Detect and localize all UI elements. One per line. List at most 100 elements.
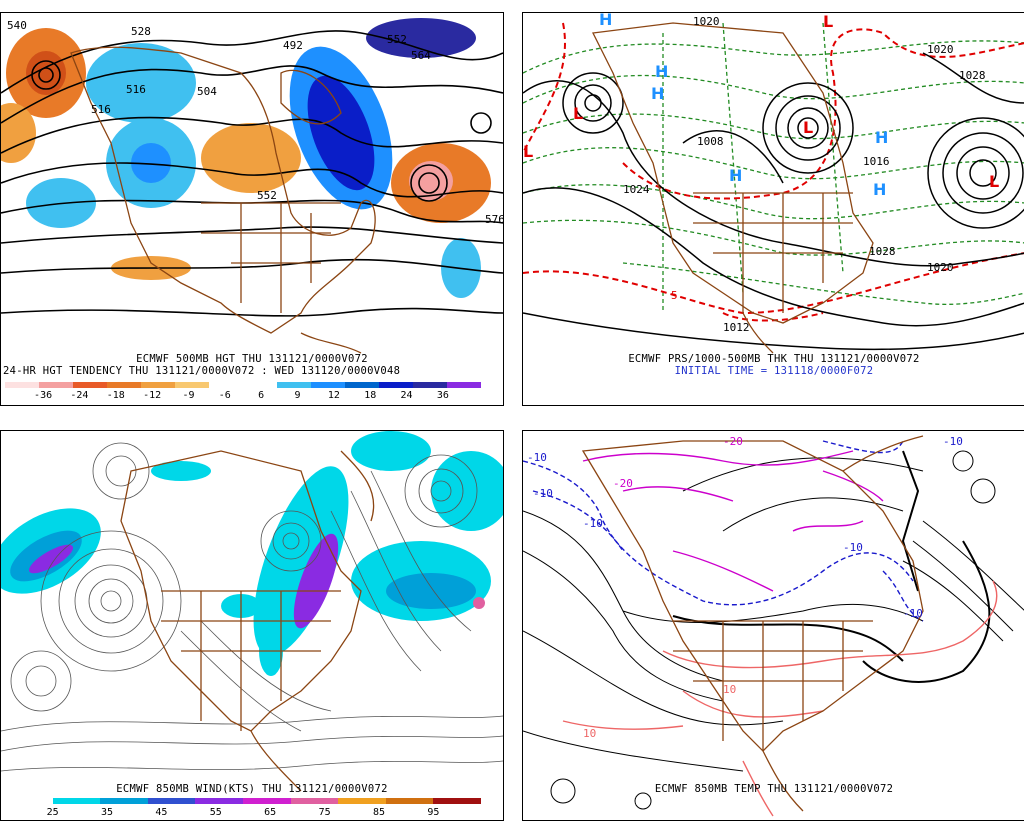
caption-line-1: ECMWF 850MB TEMP THU 131121/0000V072 <box>654 783 894 795</box>
colorbar-tick-label: -18 <box>106 390 125 401</box>
temperature-contour-map: -20 -10 -10 -10 -10 -20 -10 10 10 -10 <box>523 435 1024 817</box>
contour-label: 516 <box>126 83 146 96</box>
colorbar-tick-label: -24 <box>70 390 89 401</box>
isobar-label: 1012 <box>723 321 750 334</box>
colorbar-tick-label: 9 <box>294 390 301 401</box>
contour-label: 504 <box>197 85 217 98</box>
colorbar-swatch <box>277 382 311 388</box>
colorbar-tick-label: 12 <box>327 390 340 401</box>
panel-850mb-wind: ECMWF 850MB WIND(KTS) THU 131121/0000V07… <box>0 430 504 821</box>
colorbar-tick-label: 65 <box>264 807 277 818</box>
colorbar-tick-label: 55 <box>209 807 222 818</box>
wind-streamline-map <box>1 431 503 792</box>
pressure-thickness-map: L L L L L H H H H H H 1020 1020 1028 101… <box>523 13 1024 354</box>
colorbar-swatch <box>5 382 39 388</box>
cold-isotherms <box>523 440 924 622</box>
colorbar-tick-label: 18 <box>364 390 377 401</box>
isobar-label: 1020 <box>927 43 954 56</box>
colorbar-tick-label: 24 <box>400 390 413 401</box>
colorbar-swatch <box>379 382 413 388</box>
contour-label: 540 <box>7 19 27 32</box>
contour-label: 516 <box>91 103 111 116</box>
colorbar-tick-label: -36 <box>34 390 53 401</box>
panel-850mb-temperature: -20 -10 -10 -10 -10 -20 -10 10 10 -10 EC… <box>522 430 1024 821</box>
caption-line-2: 24-HR HGT TENDENCY THU 131121/0000V072 :… <box>3 365 401 377</box>
isotherm-label: 10 <box>583 727 596 740</box>
low-pressure-marker: L <box>989 172 999 191</box>
caption-line-2: INITIAL TIME = 131118/0000F072 <box>674 365 874 377</box>
panel-pressure-thickness: L L L L L H H H H H H 1020 1020 1028 101… <box>522 12 1024 406</box>
land-outline <box>70 46 376 354</box>
isotherm-label: -10 <box>583 517 603 530</box>
colorbar-tick-label: 36 <box>436 390 449 401</box>
wind-speed-colorbar-ticks: 25 35 45 55 65 75 85 95 <box>5 807 481 819</box>
contour-label: 528 <box>131 25 151 38</box>
isobar-label: 1028 <box>959 69 986 82</box>
thickness-label: 5 <box>671 289 678 302</box>
land-outline <box>581 435 924 812</box>
low-pressure-marker: L <box>823 13 833 31</box>
wind-speed-colorbar <box>5 798 481 804</box>
colorbar-tick-label: 35 <box>100 807 114 818</box>
caption-line-1: ECMWF 850MB WIND(KTS) THU 131121/0000V07… <box>116 783 388 795</box>
panel-500mb-height: 540 528 516 504 492 552 564 576 552 516 … <box>0 12 504 406</box>
colorbar-swatch <box>385 798 434 804</box>
colorbar-tick-label: -9 <box>182 390 195 401</box>
colorbar-swatch <box>290 798 339 804</box>
isobar-label: 1020 <box>927 261 954 274</box>
isotherm-label: -10 <box>943 435 963 448</box>
thickness-540-line <box>523 22 1024 322</box>
temperature-contours <box>523 450 1024 810</box>
pos-tendency-blob <box>86 43 196 123</box>
land-outline <box>592 22 874 354</box>
colorbar-swatch <box>141 382 175 388</box>
colorbar-swatch <box>195 798 243 804</box>
colorbar-tick-label: 95 <box>427 807 440 818</box>
high-pressure-marker: H <box>599 13 612 29</box>
height-tendency-map: 540 528 516 504 492 552 564 576 552 516 <box>1 18 503 354</box>
colorbar-tick-label: 25 <box>46 807 59 818</box>
colorbar-swatch <box>100 798 148 804</box>
colorbar-swatch <box>52 798 101 804</box>
low-pressure-marker: L <box>803 118 813 137</box>
contour-label: 564 <box>411 49 431 62</box>
isobar-label: 1024 <box>623 183 650 196</box>
low-pressure-marker: L <box>523 142 533 161</box>
caption-line-1: ECMWF PRS/1000-500MB THK THU 131121/0000… <box>628 353 920 365</box>
colorbar-swatch <box>39 382 73 388</box>
high-pressure-marker: H <box>873 180 886 199</box>
isotherm-label: -20 <box>723 435 743 448</box>
isobar-label: 1008 <box>697 135 724 148</box>
contour-label: 552 <box>257 189 277 202</box>
high-pressure-marker: H <box>729 166 742 185</box>
warm-isotherms <box>562 580 998 817</box>
low-pressure-marker: L <box>573 104 583 123</box>
isobar-label: 1020 <box>693 15 720 28</box>
thickness-contours <box>523 22 1024 313</box>
high-pressure-marker: H <box>655 62 668 81</box>
zero-isotherm <box>582 450 884 592</box>
colorbar-swatch <box>345 382 379 388</box>
colorbar-swatch <box>433 798 481 804</box>
colorbar-swatch <box>5 798 53 804</box>
colorbar-tick-label: -12 <box>143 390 162 401</box>
tendency-colorbar <box>5 382 481 388</box>
isobar-label: 1016 <box>863 155 890 168</box>
high-pressure-marker: H <box>651 84 664 103</box>
isotherm-label: -10 <box>533 487 553 500</box>
isotherm-label: -10 <box>843 541 863 554</box>
colorbar-tick-label: 45 <box>155 807 168 818</box>
colorbar-swatch <box>338 798 386 804</box>
land-outline <box>120 450 375 792</box>
colorbar-tick-label: 6 <box>258 390 265 401</box>
isotherm-label: 10 <box>723 683 736 696</box>
wind-speed-shading <box>1 431 503 676</box>
colorbar-swatch <box>413 382 447 388</box>
isobars <box>523 52 1024 351</box>
isotherm-label: -20 <box>613 477 633 490</box>
streamlines <box>1 442 503 772</box>
colorbar-swatch <box>243 382 277 388</box>
isotherm-label: -10 <box>903 607 923 620</box>
contour-label: 552 <box>387 33 407 46</box>
colorbar-tick-label: 85 <box>372 807 386 818</box>
